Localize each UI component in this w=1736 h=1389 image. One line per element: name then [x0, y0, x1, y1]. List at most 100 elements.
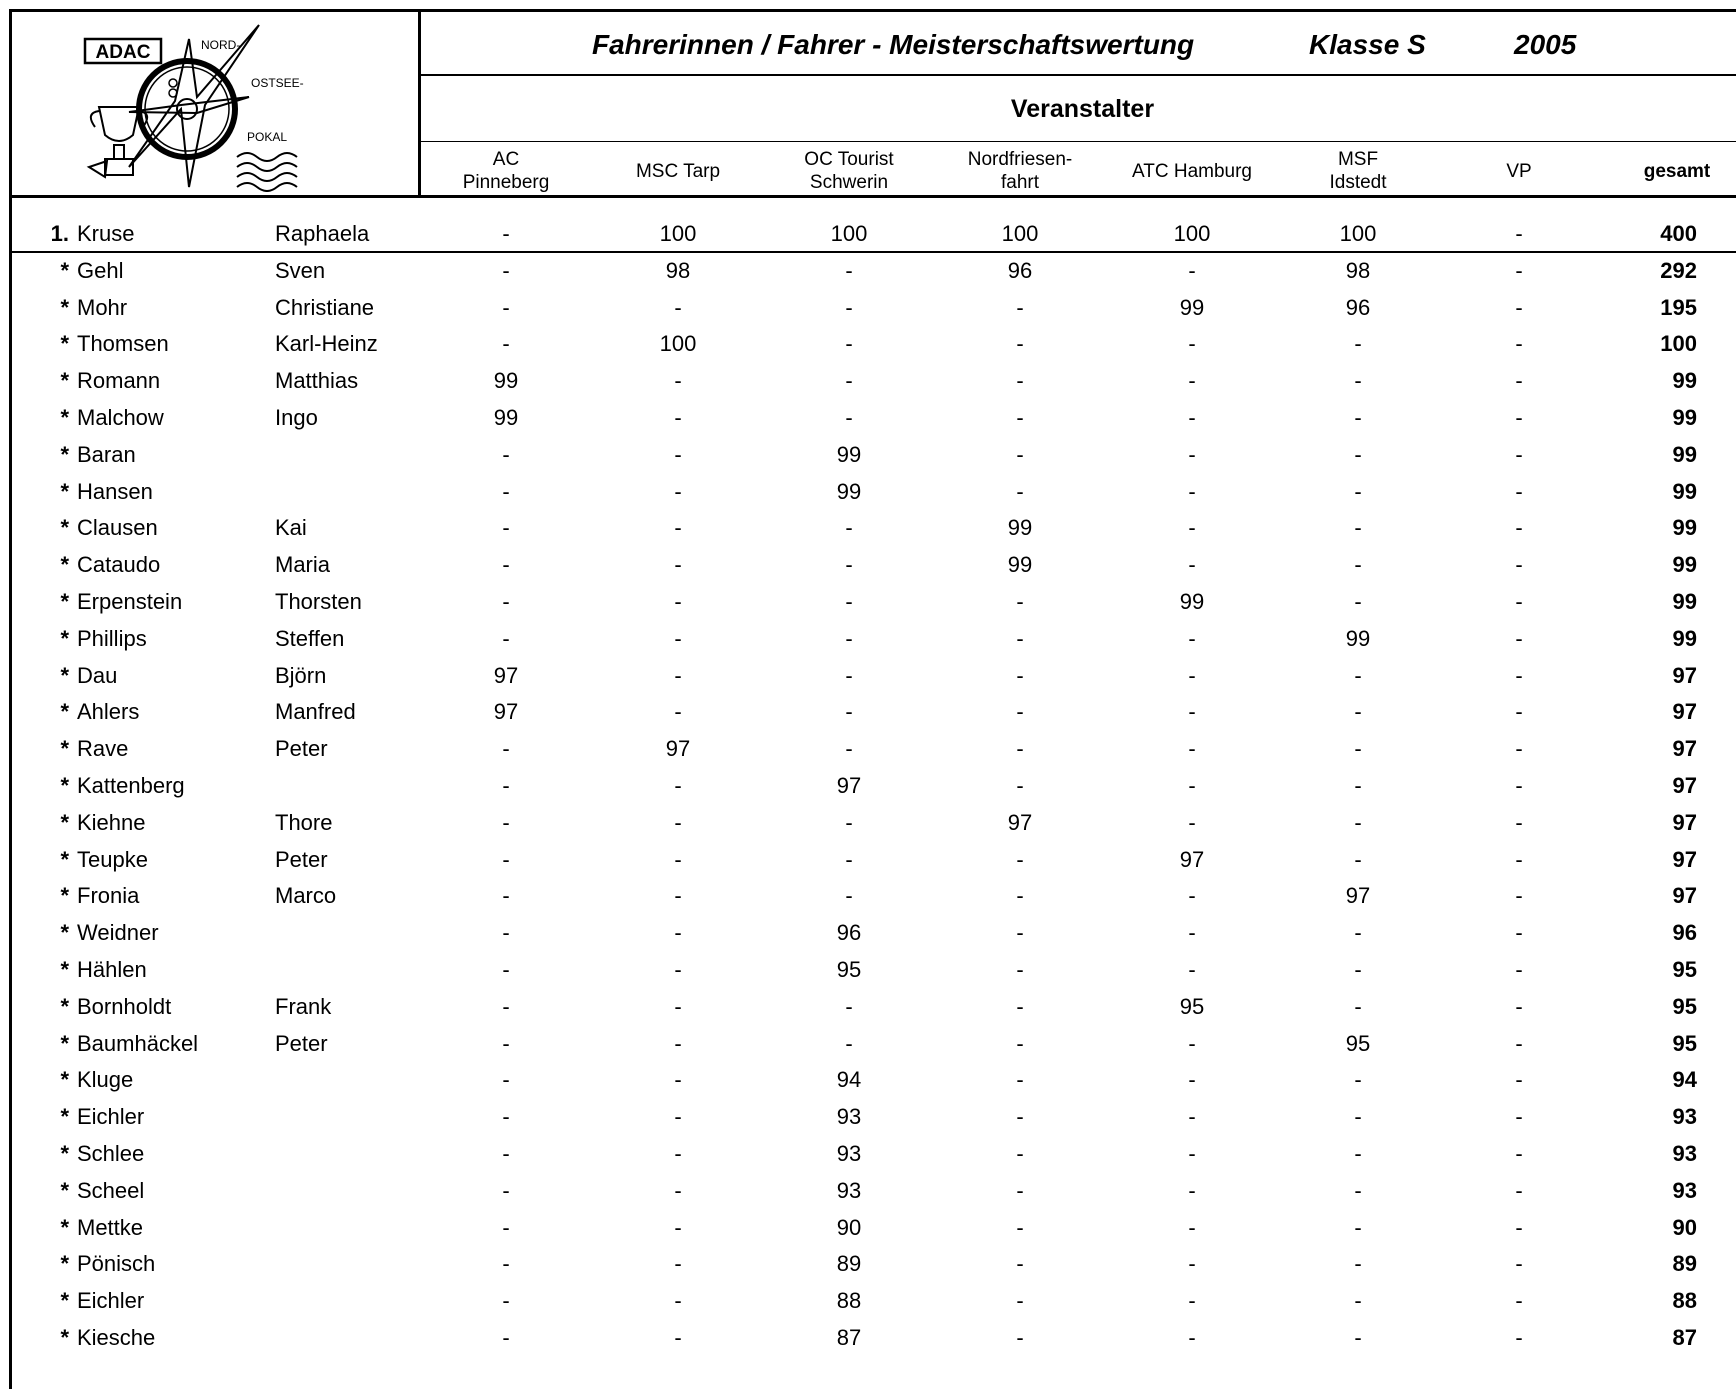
- score-cell: -: [502, 1324, 510, 1350]
- rank-cell: *: [60, 1030, 69, 1056]
- standings-table: 1. Kruse Raphaela - 100 100 100 100 100 - 400 * Gehl…: [9, 217, 1736, 1358]
- last-name-cell: Baran: [77, 441, 136, 467]
- score-cell: -: [502, 257, 510, 283]
- score-cell: 93: [836, 1177, 862, 1203]
- score-cell: -: [674, 1288, 682, 1314]
- score-cell: 95: [1345, 1030, 1371, 1056]
- score-cell: -: [1354, 588, 1362, 614]
- score-cell: -: [502, 846, 510, 872]
- score-cell: -: [1515, 221, 1523, 246]
- score-cell: -: [1354, 993, 1362, 1019]
- score-cell: -: [1188, 883, 1196, 909]
- score-cell: -: [1016, 883, 1024, 909]
- rank-cell: *: [60, 736, 69, 762]
- frame-left-border: [9, 9, 12, 1389]
- table-row: * Kluge - - 94 - - - - 94: [9, 1063, 1736, 1100]
- score-cell: 99: [1345, 625, 1371, 651]
- first-name-cell: Björn: [275, 662, 327, 688]
- table-row: * Malchow Ingo 99 - - - - - - 99: [9, 401, 1736, 438]
- column-header-5: ATC Hamburg: [1112, 146, 1272, 196]
- total-cell: 400: [1660, 221, 1697, 246]
- score-cell: 93: [836, 1140, 862, 1166]
- score-cell: -: [1515, 331, 1523, 357]
- rank-cell: *: [60, 552, 69, 578]
- score-cell: -: [502, 441, 510, 467]
- first-name-cell: Maria: [275, 552, 331, 578]
- score-cell: 96: [836, 920, 862, 946]
- table-row: * Dau Björn 97 - - - - - - 97: [9, 659, 1736, 696]
- column-header-text: Nordfriesen-fahrt: [968, 148, 1073, 194]
- score-cell: 93: [836, 1104, 862, 1130]
- table-row: * Thomsen Karl-Heinz - 100 - - - - - 100: [9, 327, 1736, 364]
- total-cell: 89: [1672, 1251, 1697, 1277]
- logo-line-3: POKAL: [247, 130, 287, 144]
- last-name-cell: Romann: [77, 368, 161, 394]
- score-cell: -: [1016, 736, 1024, 762]
- rank-cell: *: [60, 1214, 69, 1240]
- total-cell: 99: [1672, 368, 1697, 394]
- score-cell: -: [1188, 478, 1196, 504]
- score-cell: -: [674, 294, 682, 320]
- column-header-text: VP: [1506, 160, 1531, 183]
- score-cell: -: [1515, 1030, 1523, 1056]
- score-cell: 100: [659, 221, 697, 246]
- score-cell: -: [1354, 368, 1362, 394]
- score-cell: 95: [836, 956, 862, 982]
- score-cell: -: [1016, 993, 1024, 1019]
- score-cell: -: [1016, 441, 1024, 467]
- score-cell: -: [1515, 993, 1523, 1019]
- rank-cell: *: [60, 257, 69, 283]
- table-row: * Romann Matthias 99 - - - - - - 99: [9, 364, 1736, 401]
- score-cell: -: [502, 1067, 510, 1093]
- score-cell: -: [1354, 1288, 1362, 1314]
- first-name-cell: Peter: [275, 846, 328, 872]
- last-name-cell: Kiehne: [77, 809, 146, 835]
- score-cell: -: [502, 1251, 510, 1277]
- score-cell: 100: [1339, 221, 1377, 246]
- score-cell: -: [1016, 956, 1024, 982]
- score-cell: -: [502, 1177, 510, 1203]
- score-cell: -: [845, 294, 853, 320]
- score-cell: -: [1515, 662, 1523, 688]
- score-cell: -: [1354, 956, 1362, 982]
- score-cell: 89: [836, 1251, 862, 1277]
- total-cell: 90: [1672, 1214, 1697, 1240]
- table-row: * Bornholdt Frank - - - - 95 - - 95: [9, 990, 1736, 1027]
- score-cell: -: [1354, 1104, 1362, 1130]
- score-cell: -: [1515, 1067, 1523, 1093]
- first-name-cell: Kai: [275, 515, 307, 541]
- score-cell: 97: [665, 736, 691, 762]
- first-name-cell: Thorsten: [275, 588, 362, 614]
- first-name-cell: Karl-Heinz: [275, 331, 378, 357]
- score-cell: -: [1515, 294, 1523, 320]
- score-cell: 95: [1179, 993, 1205, 1019]
- score-cell: -: [1188, 956, 1196, 982]
- table-row: * Mohr Christiane - - - - 99 96 - 195: [9, 291, 1736, 328]
- score-cell: -: [1354, 1251, 1362, 1277]
- score-cell: -: [845, 662, 853, 688]
- score-cell: -: [1188, 1177, 1196, 1203]
- score-cell: -: [1188, 515, 1196, 541]
- score-cell: -: [1016, 478, 1024, 504]
- first-name-cell: Ingo: [275, 404, 318, 430]
- total-cell: 99: [1672, 588, 1697, 614]
- score-cell: -: [1016, 1251, 1024, 1277]
- total-cell: 97: [1672, 883, 1697, 909]
- score-cell: -: [845, 588, 853, 614]
- first-name-cell: Marco: [275, 883, 337, 909]
- score-cell: -: [845, 368, 853, 394]
- score-cell: -: [674, 1030, 682, 1056]
- score-cell: -: [1354, 1177, 1362, 1203]
- leader-divider: [9, 251, 1736, 253]
- column-header-line: VP: [1506, 160, 1532, 182]
- score-cell: 96: [1345, 294, 1371, 320]
- first-name-cell: Peter: [275, 736, 328, 762]
- score-cell: -: [1354, 404, 1362, 430]
- score-cell: -: [845, 846, 853, 872]
- score-cell: 100: [1173, 221, 1211, 246]
- score-cell: -: [1515, 699, 1523, 725]
- table-row: * Kiehne Thore - - - 97 - - - 97: [9, 806, 1736, 843]
- logo-line-1: NORD-: [201, 38, 240, 52]
- column-header-4: Nordfriesen-fahrt: [940, 146, 1100, 196]
- score-cell: -: [674, 1104, 682, 1130]
